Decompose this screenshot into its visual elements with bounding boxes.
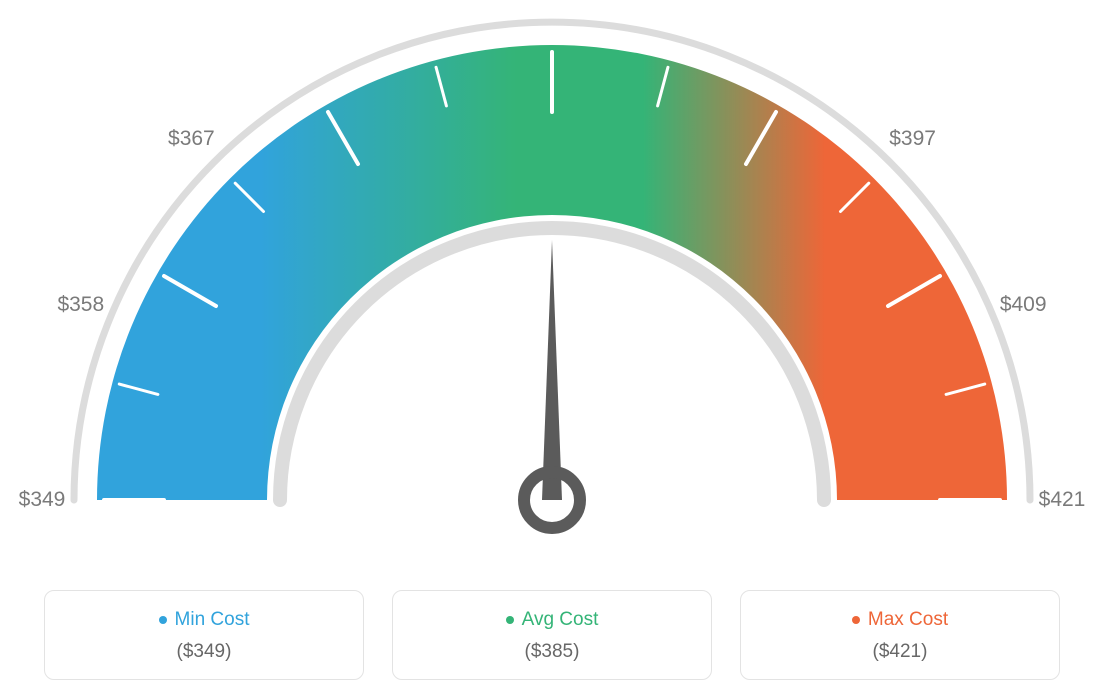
- legend-dot-max: [852, 616, 860, 624]
- gauge-svg: [0, 0, 1104, 560]
- legend-label-max: Max Cost: [868, 609, 948, 631]
- legend-dot-avg: [506, 616, 514, 624]
- legend-card-min: Min Cost ($349): [44, 590, 364, 680]
- legend-card-avg: Avg Cost ($385): [392, 590, 712, 680]
- legend-title-min: Min Cost: [159, 609, 250, 631]
- gauge-tick-label: $358: [57, 293, 104, 317]
- legend-title-max: Max Cost: [852, 609, 948, 631]
- legend-value-min: ($349): [55, 641, 353, 663]
- legend-value-max: ($421): [751, 641, 1049, 663]
- legend-title-avg: Avg Cost: [506, 609, 599, 631]
- legend-row: Min Cost ($349) Avg Cost ($385) Max Cost…: [0, 590, 1104, 680]
- legend-label-avg: Avg Cost: [522, 609, 599, 631]
- legend-dot-min: [159, 616, 167, 624]
- gauge-tick-label: $421: [1039, 488, 1086, 512]
- cost-gauge-chart: $349 $358 $367 $385 $397 $409 $421: [0, 0, 1104, 560]
- legend-label-min: Min Cost: [175, 609, 250, 631]
- gauge-needle: [542, 240, 562, 500]
- gauge-tick-label: $385: [529, 0, 576, 2]
- gauge-tick-label: $397: [889, 127, 936, 151]
- legend-value-avg: ($385): [403, 641, 701, 663]
- gauge-tick-label: $367: [168, 127, 215, 151]
- gauge-tick-label: $409: [1000, 293, 1047, 317]
- gauge-tick-label: $349: [19, 488, 66, 512]
- legend-card-max: Max Cost ($421): [740, 590, 1060, 680]
